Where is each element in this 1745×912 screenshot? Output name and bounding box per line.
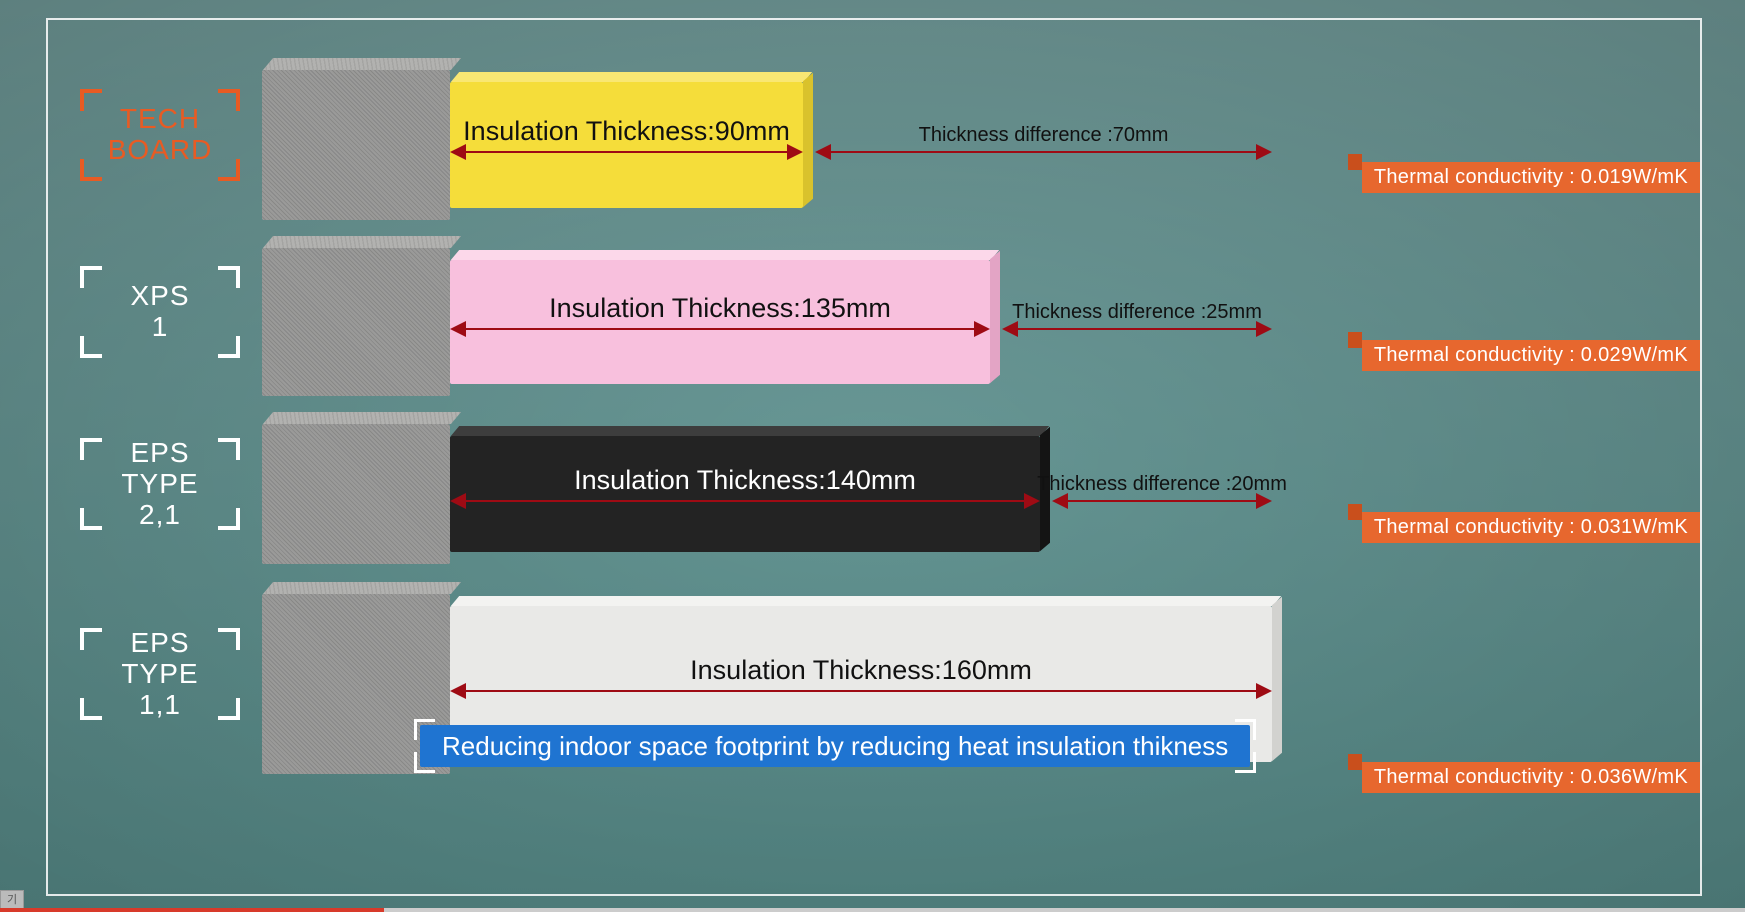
conductivity-tag-tech-board: Thermal conductivity : 0.019W/mK — [1362, 162, 1700, 193]
thickness-label: Insulation Thickness:160mm — [690, 655, 1032, 686]
difference-dim-eps-21: Thickness difference :20mm — [1052, 500, 1272, 502]
conductivity-label: Thermal conductivity : 0.036W/mK — [1374, 766, 1688, 788]
conductivity-tag-eps-21: Thermal conductivity : 0.031W/mK — [1362, 512, 1700, 543]
row-xps-1: XPS 1 Insulation Thickness:135mm Thickness… — [0, 248, 1745, 396]
label-text-eps-11: EPS TYPE 1,1 — [120, 628, 200, 720]
difference-label: Thickness difference :20mm — [1037, 473, 1287, 496]
concrete-block-eps-21 — [262, 424, 450, 564]
row-eps-21: EPS TYPE 2,1 Insulation Thickness:140mm Th… — [0, 424, 1745, 564]
difference-dim-tech-board: Thickness difference :70mm — [815, 151, 1272, 153]
progress-fill — [0, 908, 384, 912]
label-text-xps-1: XPS 1 — [120, 281, 200, 343]
label-tech-board: TECH BOARD — [80, 89, 240, 181]
conductivity-label: Thermal conductivity : 0.019W/mK — [1374, 166, 1688, 188]
label-eps-21: EPS TYPE 2,1 — [80, 438, 240, 530]
thickness-dim-eps-11: Insulation Thickness:160mm — [450, 690, 1272, 692]
thickness-dim-xps-1: Insulation Thickness:135mm — [450, 328, 990, 330]
conductivity-label: Thermal conductivity : 0.029W/mK — [1374, 344, 1688, 366]
concrete-block-xps-1 — [262, 248, 450, 396]
label-xps-1: XPS 1 — [80, 266, 240, 358]
label-text-tech-board: TECH BOARD — [108, 104, 213, 166]
caption-text: Reducing indoor space footprint by reduc… — [442, 731, 1228, 762]
thickness-label: Insulation Thickness:135mm — [549, 293, 891, 324]
difference-label: Thickness difference :25mm — [1012, 301, 1262, 324]
caption-bar: Reducing indoor space footprint by reduc… — [420, 725, 1250, 767]
conductivity-tag-xps-1: Thermal conductivity : 0.029W/mK — [1362, 340, 1700, 371]
thickness-dim-eps-21: Insulation Thickness:140mm — [450, 500, 1040, 502]
thickness-label: Insulation Thickness:90mm — [463, 116, 790, 147]
conductivity-label: Thermal conductivity : 0.031W/mK — [1374, 516, 1688, 538]
infographic-stage: TECH BOARD Insulation Thickness:90mm Thick… — [0, 0, 1745, 912]
difference-dim-xps-1: Thickness difference :25mm — [1002, 328, 1272, 330]
difference-label: Thickness difference :70mm — [919, 124, 1169, 147]
thickness-label: Insulation Thickness:140mm — [574, 465, 916, 496]
concrete-block-tech-board — [262, 70, 450, 220]
thickness-dim-tech-board: Insulation Thickness:90mm — [450, 151, 803, 153]
conductivity-tag-eps-11: Thermal conductivity : 0.036W/mK — [1362, 762, 1700, 793]
label-text-eps-21: EPS TYPE 2,1 — [120, 438, 200, 530]
row-tech-board: TECH BOARD Insulation Thickness:90mm Thick… — [0, 70, 1745, 220]
label-eps-11: EPS TYPE 1,1 — [80, 628, 240, 720]
